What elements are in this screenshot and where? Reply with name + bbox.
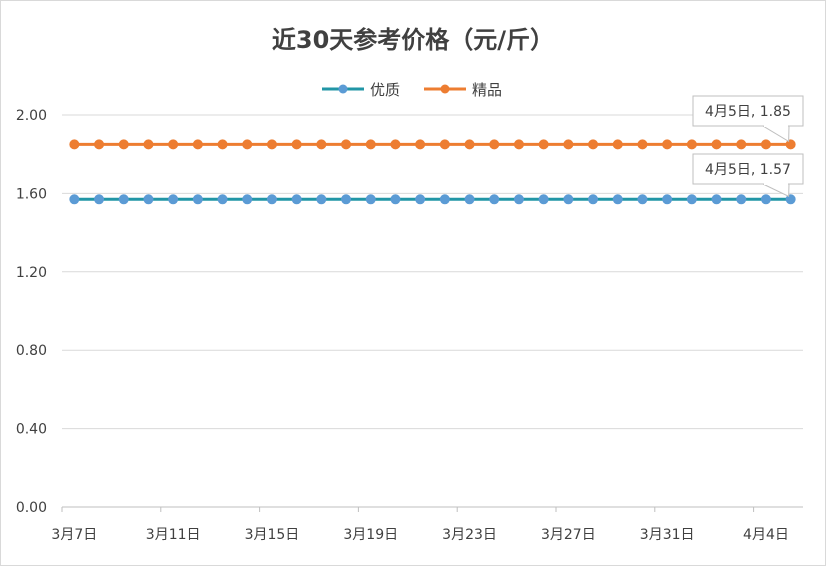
data-point	[242, 139, 253, 150]
data-point	[242, 194, 253, 205]
gridlines	[62, 114, 803, 430]
data-point	[217, 139, 228, 150]
data-point	[439, 194, 450, 205]
x-tick-label: 3月23日	[442, 527, 497, 543]
data-point	[563, 139, 574, 150]
data-point	[513, 139, 524, 150]
x-tick-label: 3月27日	[541, 527, 596, 543]
data-point	[538, 194, 549, 205]
x-tick-label: 3月11日	[146, 527, 201, 543]
data-point	[266, 139, 277, 150]
data-point	[69, 194, 80, 205]
y-tick-label: 1.60	[16, 186, 47, 202]
data-point	[736, 139, 747, 150]
x-tick-label: 3月31日	[640, 527, 695, 543]
data-point	[662, 194, 673, 205]
data-point	[192, 194, 203, 205]
data-point	[588, 194, 599, 205]
data-point	[637, 139, 648, 150]
data-point	[118, 194, 129, 205]
data-point	[69, 139, 80, 150]
data-point	[415, 194, 426, 205]
x-tick-label: 4月4日	[743, 527, 789, 543]
data-point	[143, 194, 154, 205]
data-point	[341, 194, 352, 205]
data-point	[365, 139, 376, 150]
legend-marker	[440, 84, 450, 94]
legend-label: 精品	[472, 81, 502, 99]
data-point	[168, 139, 179, 150]
callout-label: 4月5日, 1.57	[705, 162, 791, 178]
data-point	[538, 139, 549, 150]
legend-label: 优质	[370, 81, 400, 99]
callout-box	[692, 95, 804, 127]
data-point	[637, 194, 648, 205]
y-tick-label: 2.00	[16, 108, 47, 124]
y-tick-label: 0.40	[16, 422, 47, 438]
data-point	[760, 194, 771, 205]
data-point	[464, 139, 475, 150]
callout-box	[692, 153, 804, 185]
data-point	[266, 194, 277, 205]
data-callouts: 4月5日, 1.85 4月5日, 1.57	[692, 95, 804, 198]
data-point	[341, 139, 352, 150]
series-lines	[69, 139, 796, 205]
data-point	[291, 194, 302, 205]
y-tick-label: 0.80	[16, 343, 47, 359]
data-point	[217, 194, 228, 205]
data-point	[736, 194, 747, 205]
data-point	[365, 194, 376, 205]
callout: 4月5日, 1.57	[692, 153, 804, 198]
series-1	[69, 194, 796, 205]
callout-label: 4月5日, 1.85	[705, 104, 791, 120]
data-point	[785, 194, 796, 205]
data-point	[118, 139, 129, 150]
x-tick-label: 3月19日	[343, 527, 398, 543]
callout: 4月5日, 1.85	[692, 95, 804, 143]
data-point	[612, 139, 623, 150]
data-point	[711, 194, 722, 205]
data-point	[612, 194, 623, 205]
x-tick-label: 3月15日	[245, 527, 300, 543]
data-point	[489, 194, 500, 205]
data-point	[316, 194, 327, 205]
data-point	[563, 194, 574, 205]
y-tick-label: 0.00	[16, 500, 47, 516]
y-axis-ticks: 0.00 0.40 0.80 1.20 1.60 2.00	[16, 108, 47, 516]
data-point	[168, 194, 179, 205]
data-point	[415, 139, 426, 150]
data-point	[785, 139, 796, 150]
data-point	[291, 139, 302, 150]
data-point	[390, 139, 401, 150]
data-point	[439, 139, 450, 150]
legend: 优质 精品	[322, 81, 502, 99]
y-tick-label: 1.20	[16, 265, 47, 281]
series-2	[69, 139, 796, 150]
data-point	[711, 139, 722, 150]
data-point	[489, 139, 500, 150]
data-point	[143, 139, 154, 150]
data-point	[390, 194, 401, 205]
data-point	[662, 139, 673, 150]
data-point	[588, 139, 599, 150]
data-point	[686, 139, 697, 150]
data-point	[316, 139, 327, 150]
data-point	[760, 139, 771, 150]
data-point	[513, 194, 524, 205]
chart-title: 近30天参考价格（元/斤）	[272, 26, 554, 54]
legend-marker	[338, 84, 348, 94]
data-point	[464, 194, 475, 205]
data-point	[94, 139, 105, 150]
x-axis: 3月7日 3月11日 3月15日 3月19日 3月23日 3月27日 3月31日 4月4日	[51, 506, 803, 543]
callout-pointer	[761, 125, 790, 143]
data-point	[686, 194, 697, 205]
x-tick-label: 3月7日	[51, 527, 97, 543]
data-point	[192, 139, 203, 150]
data-point	[94, 194, 105, 205]
